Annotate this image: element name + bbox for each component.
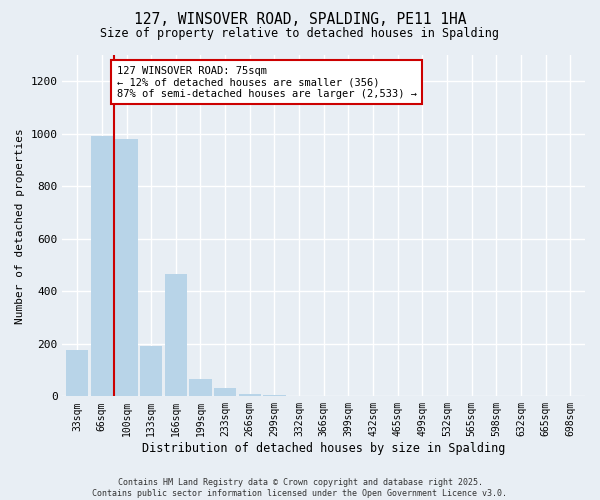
Text: 127, WINSOVER ROAD, SPALDING, PE11 1HA: 127, WINSOVER ROAD, SPALDING, PE11 1HA [134, 12, 466, 28]
Y-axis label: Number of detached properties: Number of detached properties [15, 128, 25, 324]
Bar [165, 274, 187, 396]
Text: Size of property relative to detached houses in Spalding: Size of property relative to detached ho… [101, 28, 499, 40]
Bar [140, 346, 162, 397]
Bar [239, 394, 261, 396]
Text: Contains HM Land Registry data © Crown copyright and database right 2025.
Contai: Contains HM Land Registry data © Crown c… [92, 478, 508, 498]
Bar [263, 395, 286, 396]
Bar [66, 350, 88, 397]
Bar [115, 139, 137, 396]
Bar [91, 136, 113, 396]
X-axis label: Distribution of detached houses by size in Spalding: Distribution of detached houses by size … [142, 442, 505, 455]
Bar [214, 388, 236, 396]
Text: 127 WINSOVER ROAD: 75sqm
← 12% of detached houses are smaller (356)
87% of semi-: 127 WINSOVER ROAD: 75sqm ← 12% of detach… [116, 66, 416, 98]
Bar [190, 380, 212, 396]
